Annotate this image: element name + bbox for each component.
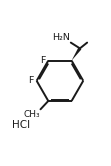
Text: F: F [29,76,34,85]
Text: H₂N: H₂N [52,33,70,42]
Text: F: F [40,56,46,65]
Polygon shape [72,47,81,61]
Text: HCl: HCl [12,120,30,130]
Text: CH₃: CH₃ [23,110,40,119]
